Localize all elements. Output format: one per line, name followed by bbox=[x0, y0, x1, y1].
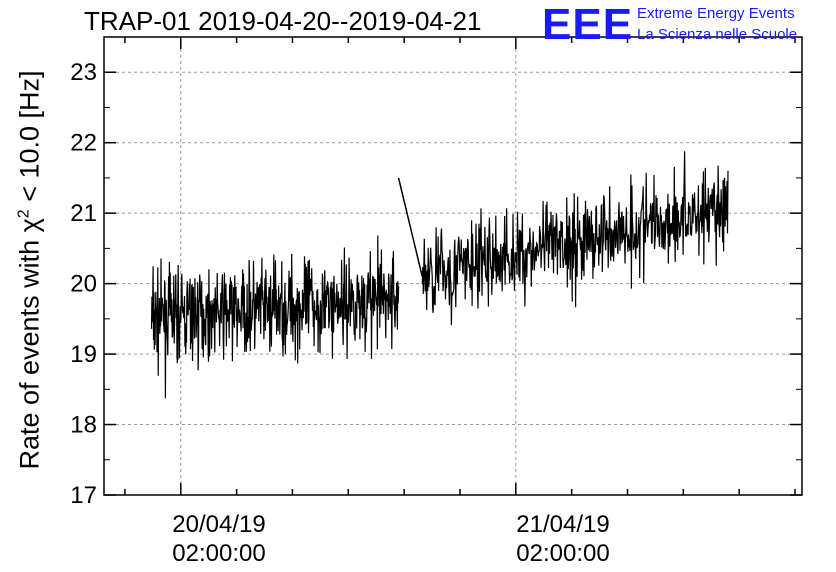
y-tick-label: 19 bbox=[70, 341, 97, 368]
y-label-suffix: < 10.0 [Hz] bbox=[14, 70, 45, 210]
x-tick-2-time: 02:00:00 bbox=[516, 540, 610, 567]
plot-frame bbox=[103, 36, 803, 496]
logo-line-1: Extreme Energy Events bbox=[637, 5, 795, 22]
y-tick-label: 20 bbox=[70, 271, 97, 298]
y-axis-label: Rate of events with χ2 < 10.0 [Hz] bbox=[15, 70, 46, 469]
y-tick-label: 21 bbox=[70, 200, 97, 227]
chart-title: TRAP-01 2019-04-20--2019-04-21 bbox=[84, 6, 482, 36]
logo-line-2: La Scienza nelle Scuole bbox=[637, 26, 798, 43]
y-tick-label: 23 bbox=[70, 59, 97, 86]
x-tick-1-time: 02:00:00 bbox=[172, 540, 266, 567]
eee-logo: EEE bbox=[542, 0, 634, 49]
series-line-segment-2 bbox=[421, 151, 729, 326]
x-tick-1-date: 20/04/19 bbox=[172, 511, 266, 538]
y-tick-label: 22 bbox=[70, 130, 97, 157]
y-tick-label: 17 bbox=[70, 482, 97, 509]
x-tick-label-2: 21/04/19 02:00:00 bbox=[516, 510, 609, 568]
series-line-segment-1 bbox=[150, 235, 400, 399]
series-gap-connector bbox=[397, 177, 424, 277]
y-label-sup: 2 bbox=[15, 209, 33, 219]
y-label-chi: χ bbox=[14, 218, 45, 233]
x-tick-2-date: 21/04/19 bbox=[516, 511, 610, 538]
logo-caption: Extreme Energy Events La Scienza nelle S… bbox=[637, 3, 797, 45]
x-tick-label-1: 20/04/19 02:00:00 bbox=[172, 510, 265, 568]
y-tick-label: 18 bbox=[70, 412, 97, 439]
y-label-prefix: Rate of events with bbox=[14, 232, 45, 470]
